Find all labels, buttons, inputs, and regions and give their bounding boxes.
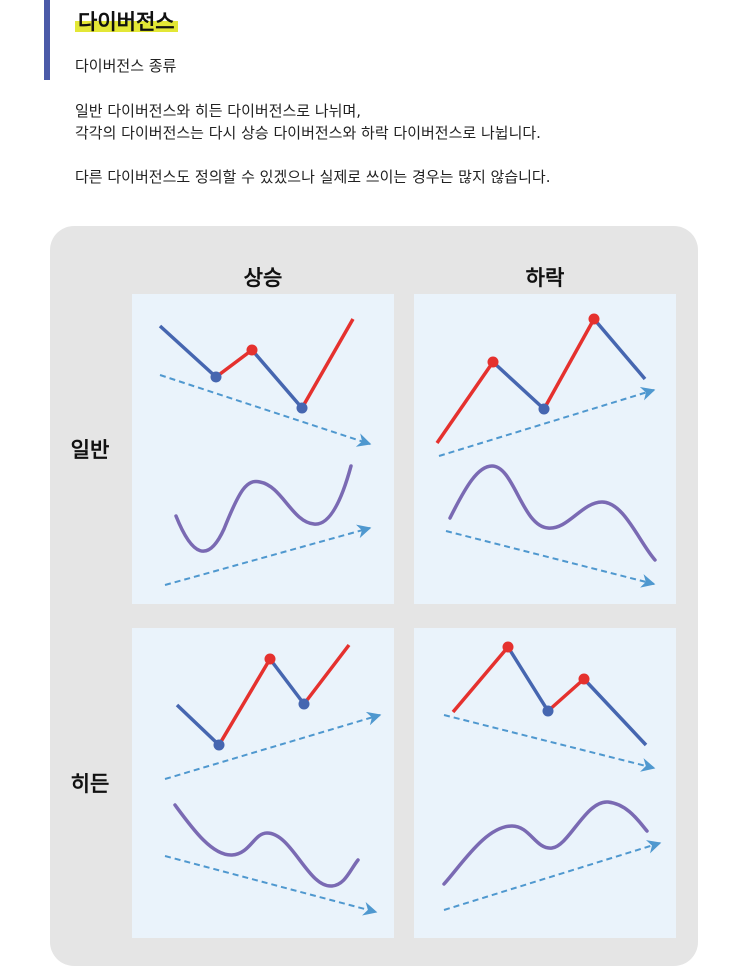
price-trend-dashed-arrow-icon (164, 711, 382, 780)
price-downtrend-line (175, 703, 221, 747)
row-header-regular: 일반 (70, 438, 110, 462)
price-low-point (213, 739, 225, 751)
price-breakout-line (302, 643, 351, 706)
price-low-point (210, 371, 222, 383)
price-pullback-line (491, 360, 546, 411)
price-lower-high-point (578, 673, 590, 685)
page-title: 다이버전스 (75, 6, 178, 36)
price-high-point (264, 653, 276, 665)
indicator-wave (442, 800, 649, 886)
price-breakout-line (300, 318, 355, 409)
price-rally-line (542, 318, 596, 410)
cell-hidden-bearish (414, 628, 676, 938)
indicator-wave (173, 803, 360, 888)
price-trend-dashed-arrow-icon (443, 714, 656, 772)
price-uptrend-line (435, 361, 495, 444)
regular-bullish-diagram (158, 318, 372, 586)
price-uptrend-line (451, 645, 510, 714)
price-high-point (487, 356, 499, 368)
page-subtitle: 다이버전스 종류 (75, 57, 177, 75)
cell-regular-bearish (414, 294, 676, 604)
price-low-point (542, 705, 554, 717)
indicator-wave (448, 464, 657, 562)
price-rally-line (217, 658, 272, 746)
intro-paragraph: 일반 다이버전스와 히든 다이버전스로 나뉘며, 각각의 다이버전스는 다시 상… (75, 100, 715, 188)
price-trend-dashed-arrow-icon (438, 387, 656, 457)
column-header-bullish: 상승 (243, 266, 283, 290)
price-high-point (246, 344, 258, 356)
intro-line-3: 다른 다이버전스도 정의할 수 있겠으나 실제로 쓰이는 경우는 많지 않습니다… (75, 168, 551, 186)
price-rebound-line (214, 348, 254, 379)
row-header-hidden: 히든 (70, 772, 110, 796)
price-bounce-line (546, 677, 586, 713)
hidden-bearish-diagram (442, 641, 662, 911)
indicator-trend-dashed-arrow-icon (164, 524, 372, 586)
price-lower-low-point (296, 402, 308, 414)
indicator-wave (174, 464, 353, 553)
hidden-bullish-diagram (164, 643, 382, 916)
intro-line-2: 각각의 다이버전스는 다시 상승 다이버전스와 하락 다이버전스로 나뉩니다. (75, 124, 541, 142)
intro-line-1: 일반 다이버전스와 히든 다이버전스로 나뉘며, (75, 102, 362, 120)
price-higher-high-point (588, 313, 600, 325)
indicator-trend-dashed-arrow-icon (443, 840, 662, 911)
cell-regular-bullish (132, 294, 394, 604)
page-title-text: 다이버전스 (75, 10, 178, 34)
price-pullback-line (268, 657, 306, 706)
price-decline-line (250, 348, 304, 410)
price-low-point (538, 403, 550, 415)
price-higher-low-point (298, 698, 310, 710)
price-high-point (502, 641, 514, 653)
price-downtrend-line (582, 677, 648, 747)
price-decline-line (506, 646, 550, 712)
indicator-trend-dashed-arrow-icon (164, 855, 378, 916)
price-downtrend-line (158, 324, 218, 379)
price-reversal-line (592, 317, 647, 381)
regular-bearish-diagram (435, 313, 657, 588)
price-trend-dashed-arrow-icon (159, 374, 372, 447)
indicator-trend-dashed-arrow-icon (445, 530, 656, 588)
column-header-bearish: 하락 (525, 266, 565, 290)
section-accent-bar (44, 0, 50, 80)
cell-hidden-bullish (132, 628, 394, 938)
